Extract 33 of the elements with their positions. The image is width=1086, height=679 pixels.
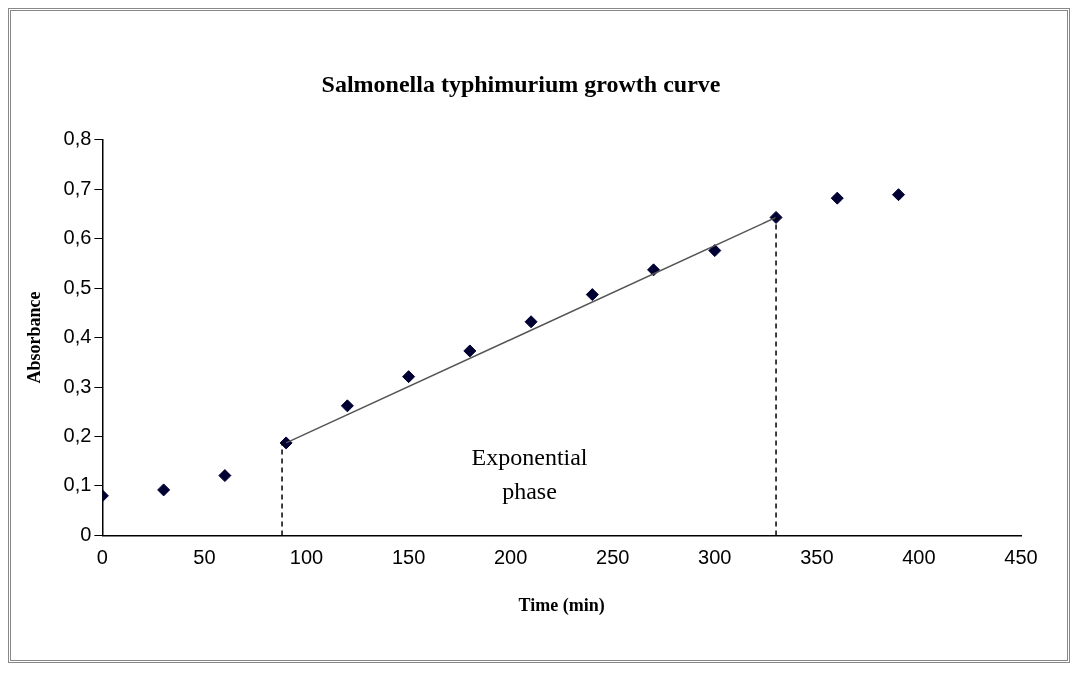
y-tick-label: 0,1: [63, 473, 92, 496]
x-tick-label: 0: [96, 545, 108, 568]
x-tick-label: 400: [902, 545, 936, 568]
chart-title: Salmonella typhimurium growth curve: [321, 70, 721, 97]
y-tick-label: 0,3: [63, 374, 92, 397]
x-tick-label: 100: [289, 545, 324, 568]
point: [830, 191, 844, 205]
point: [892, 188, 906, 202]
x-tick-label: 450: [1004, 545, 1038, 568]
point: [402, 370, 416, 384]
y-tick-label: 0,8: [63, 127, 92, 150]
y-tick-label: 0,4: [63, 325, 92, 348]
y-tick-label: 0,7: [63, 176, 92, 199]
x-tick-label: 50: [193, 545, 216, 568]
y-tick-label: 0,5: [63, 275, 92, 298]
x-tick-label: 250: [596, 545, 630, 568]
x-tick-label: 150: [391, 545, 426, 568]
x-axis-title: Time (min): [518, 594, 605, 616]
point: [585, 288, 599, 302]
point: [340, 399, 354, 413]
y-tick-label: 0,6: [63, 226, 92, 249]
point: [524, 315, 538, 329]
x-tick-label: 350: [800, 545, 834, 568]
point: [218, 469, 232, 483]
y-tick-label: 0,2: [63, 424, 92, 447]
x-tick-label: 200: [493, 545, 528, 568]
x-tick-label: 300: [698, 545, 732, 568]
y-axis-title: Absorbance: [24, 291, 45, 384]
point: [463, 344, 477, 358]
point: [708, 244, 722, 258]
annotation: Exponential phase: [471, 444, 588, 505]
point: [157, 483, 171, 497]
y-tick-label: 0: [80, 522, 92, 545]
